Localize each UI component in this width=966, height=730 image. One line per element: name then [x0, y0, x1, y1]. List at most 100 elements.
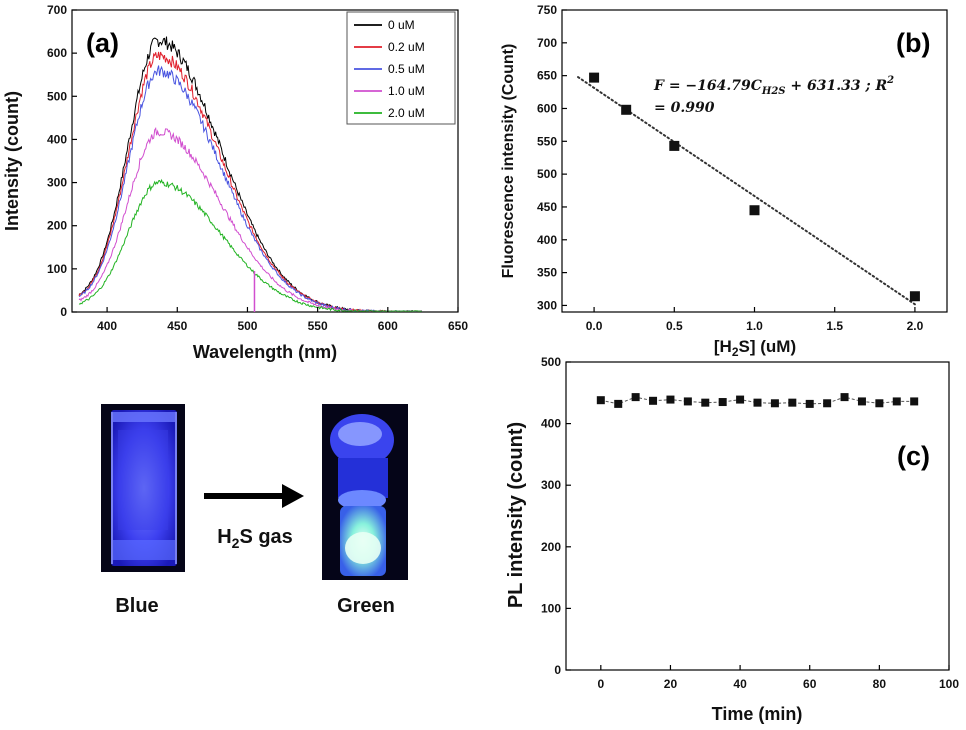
y-tick-label: 300 — [47, 176, 67, 190]
stability-point — [788, 398, 797, 407]
y-tick-label: 600 — [537, 101, 557, 115]
fit-equation-line-1: F = −164.79CH2S + 631.33 ; R2 — [653, 75, 894, 97]
x-tick-label: 1.0 — [746, 319, 763, 333]
stability-point — [770, 399, 779, 408]
stability-point — [631, 393, 640, 402]
calibration-point — [669, 140, 680, 151]
y-tick-label: 300 — [541, 478, 561, 492]
y-tick-label: 400 — [541, 417, 561, 431]
panel-b-x-ticks: 0.0 0.5 1.0 1.5 2.0 — [586, 307, 924, 333]
panel-c-plot-frame — [565, 361, 950, 671]
stability-point — [666, 395, 675, 404]
y-tick-label: 300 — [537, 298, 557, 312]
x-tick-label: 80 — [873, 677, 887, 691]
y-tick-label: 550 — [537, 134, 557, 148]
stability-point — [753, 398, 762, 407]
stability-point — [683, 397, 692, 406]
calibration-point — [749, 205, 760, 216]
panel-b-y-ticks: 300 350 400 450 500 550 600 650 700 750 — [537, 3, 567, 312]
x-tick-label: 0 — [597, 677, 604, 691]
stability-point — [649, 396, 658, 405]
x-tick-label: 40 — [733, 677, 747, 691]
y-tick-label: 600 — [47, 46, 67, 60]
legend-label: 0.2 uM — [388, 40, 425, 54]
fit-line — [577, 76, 916, 306]
panel-b-fit-line-group — [577, 76, 916, 306]
y-tick-label: 450 — [537, 200, 557, 214]
panel-b-label: (b) — [896, 28, 930, 58]
panel-b-x-axis-title: [H2S] (uM) — [714, 337, 796, 359]
calibration-point — [589, 72, 600, 83]
y-tick-label: 0 — [554, 663, 561, 677]
reaction-arrow — [204, 484, 304, 508]
panel-c-stability-chart: 0 20 40 60 80 100 0 100 200 300 400 500 Time (min)… — [505, 355, 959, 724]
blue-vial-photo — [101, 404, 185, 572]
panel-b-plot-frame — [561, 9, 948, 313]
arrow-label: H2S gas — [217, 526, 293, 551]
panel-c-y-axis-title: PL intensity (count) — [505, 422, 527, 608]
stability-point — [701, 398, 710, 407]
x-tick-label: 60 — [803, 677, 817, 691]
spectrum-line-1-0-uM — [78, 127, 422, 312]
y-tick-label: 750 — [537, 3, 557, 17]
y-tick-label: 700 — [537, 36, 557, 50]
y-tick-label: 400 — [47, 132, 67, 146]
panel-c-x-ticks: 0 20 40 60 80 100 — [597, 665, 959, 691]
x-tick-label: 500 — [237, 319, 257, 333]
y-tick-label: 100 — [541, 601, 561, 615]
stability-point — [718, 398, 727, 407]
x-tick-label: 650 — [448, 319, 468, 333]
panel-a-plot-frame — [71, 9, 459, 313]
panel-c-y-ticks: 0 100 200 300 400 500 — [541, 355, 571, 677]
green-caption: Green — [337, 595, 395, 617]
y-tick-label: 500 — [537, 167, 557, 181]
stability-point — [910, 397, 919, 406]
legend-label: 0 uM — [388, 18, 415, 32]
vial-photos: H2S gas Blue Green — [101, 404, 408, 617]
x-tick-label: 450 — [167, 319, 187, 333]
panel-a-series-group — [78, 36, 422, 312]
y-tick-label: 650 — [537, 69, 557, 83]
y-tick-label: 350 — [537, 266, 557, 280]
stability-point — [875, 399, 884, 408]
stability-point — [596, 396, 605, 405]
x-tick-label: 0.5 — [666, 319, 683, 333]
stability-point — [736, 395, 745, 404]
stability-point — [892, 397, 901, 406]
stability-point — [840, 393, 849, 402]
legend-label: 1.0 uM — [388, 84, 425, 98]
x-tick-label: 550 — [308, 319, 328, 333]
stability-point — [805, 399, 814, 408]
panel-a-label: (a) — [86, 28, 119, 58]
panel-b-calibration-chart: 0.0 0.5 1.0 1.5 2.0 300 350 400 450 500 550 600 650… — [500, 3, 948, 359]
x-tick-label: 20 — [664, 677, 678, 691]
spectrum-line-2-0-uM — [78, 178, 422, 312]
panel-a-y-axis-title: Intensity (count) — [2, 91, 22, 231]
panel-a-legend-box — [346, 11, 456, 125]
x-tick-label: 400 — [97, 319, 117, 333]
panel-a-y-ticks: 0 100 200 300 400 500 600 700 — [47, 3, 77, 319]
y-tick-label: 400 — [537, 233, 557, 247]
stability-point — [857, 397, 866, 406]
y-tick-label: 500 — [541, 355, 561, 369]
stability-point — [614, 399, 623, 408]
calibration-point — [909, 291, 920, 302]
panel-c-points-group — [596, 393, 919, 408]
legend-label: 2.0 uM — [388, 106, 425, 120]
panel-c-label: (c) — [897, 441, 930, 471]
y-tick-label: 500 — [47, 89, 67, 103]
y-tick-label: 700 — [47, 3, 67, 17]
green-vial-photo — [322, 404, 408, 580]
y-tick-label: 200 — [47, 219, 67, 233]
stability-point — [823, 399, 832, 408]
panel-b-y-axis-title: Fluorescence intensity (Count) — [500, 44, 517, 279]
blue-caption: Blue — [115, 595, 158, 617]
panel-a-x-axis-title: Wavelength (nm) — [193, 342, 337, 362]
legend-label: 0.5 uM — [388, 62, 425, 76]
y-tick-label: 0 — [60, 305, 67, 319]
y-tick-label: 200 — [541, 540, 561, 554]
panel-c-x-axis-title: Time (min) — [712, 704, 803, 724]
panel-a-legend: 0 uM 0.2 uM 0.5 uM 1.0 uM 2.0 uM — [346, 11, 456, 125]
panel-a-x-ticks: 400 450 500 550 600 650 — [97, 307, 468, 333]
